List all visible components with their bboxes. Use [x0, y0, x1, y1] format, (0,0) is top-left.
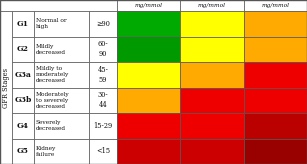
Text: Severely
decreased: Severely decreased [36, 120, 66, 131]
Text: Moderately
to severely
decreased: Moderately to severely decreased [36, 92, 70, 109]
Bar [180, 62, 244, 88]
Bar [180, 113, 244, 139]
Text: Mildly to
moderately
decreased: Mildly to moderately decreased [36, 66, 69, 83]
Bar [180, 0, 244, 11]
Bar [117, 88, 180, 113]
Bar [89, 88, 117, 113]
Bar [0, 11, 12, 164]
Bar [12, 62, 34, 88]
Bar [117, 62, 180, 88]
Text: G3a: G3a [14, 71, 31, 79]
Bar [117, 139, 180, 164]
Bar [89, 139, 117, 164]
Bar [244, 11, 307, 37]
Bar [12, 37, 34, 62]
Bar [34, 37, 89, 62]
Bar [89, 37, 117, 62]
Bar [34, 139, 89, 164]
Text: mg/mmol: mg/mmol [135, 3, 163, 8]
Text: Normal or
high: Normal or high [36, 18, 67, 29]
Bar [12, 113, 34, 139]
Bar [89, 62, 117, 88]
Bar [89, 113, 117, 139]
Bar [117, 113, 180, 139]
Bar [244, 88, 307, 113]
Bar [244, 113, 307, 139]
Bar [244, 62, 307, 88]
Text: <15: <15 [96, 147, 110, 155]
Text: ≥90: ≥90 [96, 20, 110, 28]
Text: Kidney
failure: Kidney failure [36, 146, 56, 157]
Text: G2: G2 [17, 45, 29, 53]
Bar [34, 113, 89, 139]
Bar [244, 139, 307, 164]
Text: 15-29: 15-29 [93, 122, 113, 130]
Text: G3b: G3b [14, 96, 32, 104]
Bar [89, 11, 117, 37]
Bar [117, 37, 180, 62]
Bar [117, 0, 180, 11]
Text: G1: G1 [17, 20, 29, 28]
Text: GFR Stages: GFR Stages [2, 68, 10, 107]
Text: 60-
90: 60- 90 [98, 40, 108, 58]
Bar [180, 37, 244, 62]
Bar [180, 88, 244, 113]
Bar [34, 62, 89, 88]
Bar [12, 88, 34, 113]
Text: 45-
59: 45- 59 [98, 66, 108, 84]
Text: G5: G5 [17, 147, 29, 155]
Text: Mildly
decreased: Mildly decreased [36, 44, 66, 55]
Text: 30-
44: 30- 44 [98, 91, 108, 109]
Bar [34, 88, 89, 113]
Text: G4: G4 [17, 122, 29, 130]
Bar [180, 11, 244, 37]
Text: mg/mmol: mg/mmol [198, 3, 226, 8]
Bar [0, 0, 117, 11]
Bar [12, 11, 34, 37]
Bar [244, 0, 307, 11]
Bar [34, 11, 89, 37]
Bar [12, 139, 34, 164]
Bar [244, 37, 307, 62]
Bar [117, 11, 180, 37]
Text: mg/mmol: mg/mmol [261, 3, 289, 8]
Bar [180, 139, 244, 164]
